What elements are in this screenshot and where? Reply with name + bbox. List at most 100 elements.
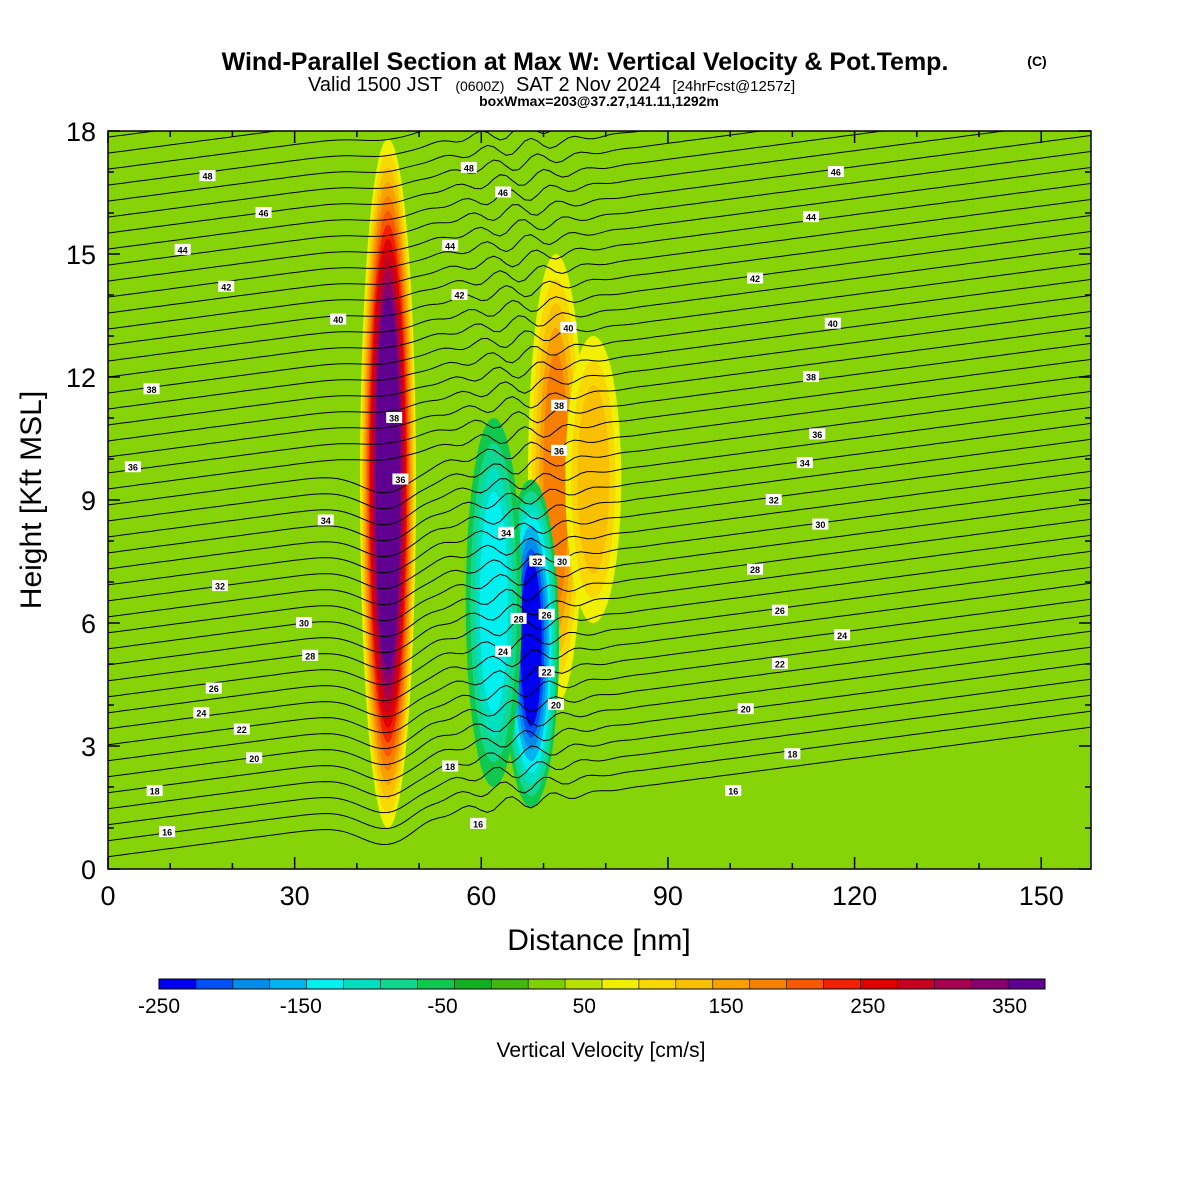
valid-time: Valid 1500 JST: [308, 74, 442, 96]
contour-label: 44: [174, 243, 191, 255]
contour-label: 32: [211, 580, 228, 592]
contour-label: 46: [255, 207, 272, 219]
svg-text:26: 26: [209, 684, 219, 694]
svg-text:22: 22: [542, 668, 552, 678]
svg-text:42: 42: [750, 274, 760, 284]
svg-text:30: 30: [557, 557, 567, 567]
svg-text:20: 20: [249, 754, 259, 764]
forecast-info: [24hrFcst@1257z]: [672, 78, 795, 95]
svg-text:16: 16: [728, 787, 738, 797]
svg-text:34: 34: [800, 459, 810, 469]
valid-date: SAT 2 Nov 2024: [516, 74, 661, 96]
contour-label: 36: [551, 444, 568, 456]
svg-text:22: 22: [775, 660, 785, 670]
svg-text:38: 38: [389, 414, 399, 424]
contour-label: 16: [470, 817, 487, 829]
y-tick-label: 15: [66, 240, 96, 270]
chart-title: Wind-Parallel Section at Max W: Vertical…: [222, 48, 949, 76]
x-tick-label: 60: [466, 881, 496, 911]
isentrope-line: [108, 342, 1091, 474]
colorbar-swatch: [786, 979, 824, 989]
updraft-level: [378, 324, 398, 643]
contour-label: 34: [317, 514, 334, 526]
colorbar-swatch: [491, 979, 529, 989]
svg-text:46: 46: [259, 209, 269, 219]
colorbar-swatch: [454, 979, 492, 989]
y-axis-label: Height [Kft MSL]: [15, 391, 48, 609]
isentrope-line: [108, 566, 1091, 698]
contour-label: 26: [771, 604, 788, 616]
isentrope-line: [108, 131, 645, 202]
isentrope-line: [108, 310, 1091, 442]
svg-text:40: 40: [333, 315, 343, 325]
contour-label: 40: [560, 321, 577, 333]
svg-text:30: 30: [815, 520, 825, 530]
contour-label: 30: [554, 555, 571, 567]
colorbar-swatch: [602, 979, 640, 989]
svg-text:32: 32: [532, 557, 542, 567]
colorbar-swatch: [195, 979, 234, 989]
svg-text:44: 44: [806, 213, 816, 223]
isentrope-line: [108, 278, 1091, 410]
contour-label: 44: [803, 211, 820, 223]
contour-label: 22: [538, 666, 555, 678]
colorbar-swatch: [417, 979, 455, 989]
svg-text:46: 46: [498, 188, 508, 198]
isentrope-line: [108, 422, 1091, 554]
isentrope-line: [108, 582, 1091, 714]
contour-label: 26: [538, 608, 555, 620]
contour-label: 22: [233, 723, 250, 735]
contour-label: 36: [392, 473, 409, 485]
isentrope-line: [108, 131, 1008, 250]
colorbar-swatch: [712, 979, 751, 989]
isentrope-line: [108, 151, 1091, 282]
svg-text:18: 18: [150, 787, 160, 797]
contour-label: 22: [771, 658, 788, 670]
colorbar-swatch: [638, 979, 677, 989]
contour-label: 42: [747, 272, 764, 284]
svg-text:44: 44: [445, 241, 455, 251]
updraft-level: [577, 385, 610, 574]
isentrope-line: [108, 598, 1091, 730]
y-tick-label: 0: [81, 855, 96, 885]
contour-label: 32: [765, 494, 782, 506]
colorbar-swatch: [269, 979, 308, 989]
contour-label: 16: [725, 785, 742, 797]
contour-label: 32: [529, 555, 546, 567]
contour-label: 30: [812, 518, 829, 530]
downdraft-level: [520, 560, 542, 727]
contour-label: 40: [330, 313, 347, 325]
isentrope-line: [108, 326, 1091, 458]
isentrope-line: [108, 390, 1091, 522]
svg-text:32: 32: [769, 496, 779, 506]
contour-label: 26: [205, 682, 222, 694]
isentrope-line: [108, 662, 1091, 794]
contour-label: 28: [302, 649, 319, 661]
svg-text:32: 32: [215, 582, 225, 592]
colorbar-swatch: [306, 979, 344, 989]
x-tick-label: 90: [653, 881, 683, 911]
svg-text:16: 16: [162, 828, 172, 838]
utc-time: (0600Z): [455, 78, 504, 94]
svg-text:20: 20: [741, 705, 751, 715]
colorbar-label: Vertical Velocity [cm/s]: [497, 1039, 706, 1062]
colorbar-tick-label: 50: [573, 995, 596, 1018]
contour-label: 48: [199, 170, 216, 182]
y-tick-label: 9: [81, 486, 96, 516]
isentrope-line: [108, 502, 1091, 634]
colorbar-swatch: [823, 979, 861, 989]
svg-text:34: 34: [501, 528, 511, 538]
isentrope-line: [108, 230, 1091, 362]
downdraft-level: [479, 491, 508, 714]
colorbar-swatch: [860, 979, 898, 989]
colorbar-tick-label: -50: [427, 995, 457, 1018]
x-axis: 0 30 60 90 120 150: [100, 131, 1064, 911]
isentrope-line: [108, 454, 1091, 586]
isentrope-line: [108, 550, 1091, 682]
svg-text:38: 38: [554, 401, 564, 411]
colorbar-swatch: [159, 979, 197, 989]
isentrope-line: [108, 183, 1091, 314]
y-tick-label: 3: [81, 732, 96, 762]
svg-text:26: 26: [542, 610, 552, 620]
